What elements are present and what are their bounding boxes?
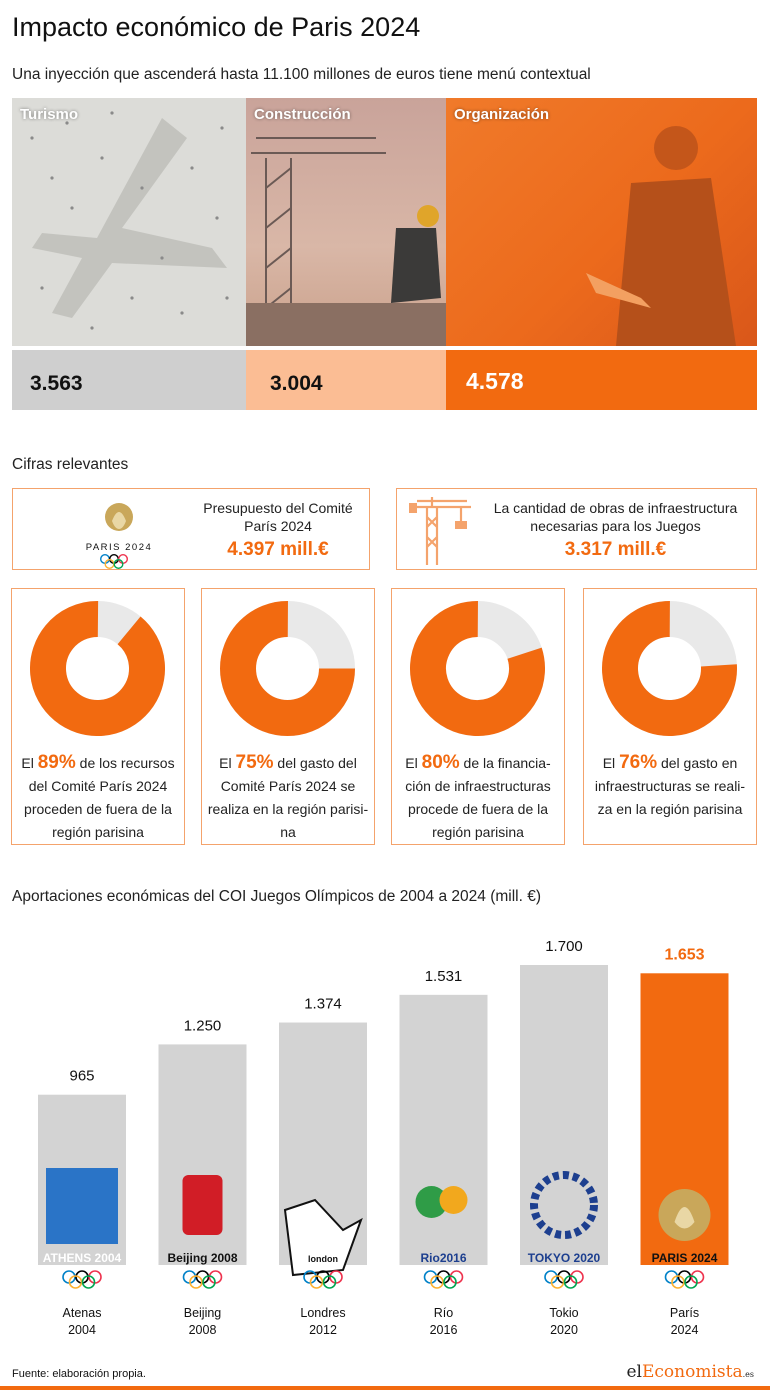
olympic-rings-icon-5 <box>544 1270 584 1289</box>
donut-chart-4 <box>602 601 737 736</box>
category-label-6-line-2: 2024 <box>671 1323 699 1337</box>
donut-card-1: El 89% de los recursos del Comité París … <box>11 588 185 845</box>
olympic-rings-icon-6 <box>664 1270 705 1289</box>
construction-worker-image <box>246 137 446 346</box>
construction-value: 3.004 <box>246 350 446 410</box>
category-label-tourism: Turismo <box>20 106 79 123</box>
infrastructure-text: La cantidad de obras de infraestructura … <box>493 500 738 534</box>
chart-title: Aportaciones económicas del COI Juegos O… <box>12 888 541 905</box>
category-label-3-line-1: Londres <box>300 1306 345 1320</box>
olympic-rings-icon-2 <box>182 1270 223 1289</box>
page-subtitle: Una inyección que ascenderá hasta 11.100… <box>12 66 591 83</box>
games-logo-text-4: Rio2016 <box>420 1251 466 1265</box>
donut-card-4: El 76% del gasto en infraestructuras se … <box>583 588 757 845</box>
page-title: Impacto económico de Paris 2024 <box>12 12 421 42</box>
olympic-rings-icon-1 <box>62 1270 102 1289</box>
donut-percent-2: 75% <box>235 752 274 773</box>
games-logo-text-3: london <box>308 1254 338 1264</box>
budget-text: Presupuesto del Comité París 2024 <box>203 500 353 534</box>
category-label-5-line-1: Tokio <box>549 1306 578 1320</box>
bar-value-label-4: 1.531 <box>425 968 463 985</box>
donut-chart-3 <box>410 601 545 736</box>
budget-value: 4.397 mill.€ <box>227 539 329 560</box>
budget-box: PARIS 2024 Presupuesto del Comité París … <box>12 488 370 570</box>
games-logo-icon-4 <box>415 1186 468 1218</box>
donut-caption-1: El 89% de los recursos del Comité París … <box>21 752 175 840</box>
organization-value: 4.578 <box>446 350 757 410</box>
donut-caption-3: El 80% de la financia-ción de infraestru… <box>405 752 551 840</box>
donut-value-segment <box>30 601 165 736</box>
olympic-rings-icon-3 <box>303 1270 343 1289</box>
section-heading-cifras: Cifras relevantes <box>12 456 129 473</box>
tourism-panel: Turismo <box>12 98 246 346</box>
donut-percent-1: 89% <box>37 752 76 773</box>
category-label-5-line-2: 2020 <box>550 1323 578 1337</box>
category-label-2-line-2: 2008 <box>189 1323 217 1337</box>
category-label-3-line-2: 2012 <box>309 1323 337 1337</box>
games-logo-icon-6 <box>658 1189 711 1241</box>
bar-value-label-2: 1.250 <box>184 1017 222 1034</box>
businessman-image <box>586 126 736 346</box>
logo-text: PARIS 2024 <box>86 542 153 553</box>
category-label-6-line-1: París <box>670 1306 699 1320</box>
category-label-organization: Organización <box>454 106 550 123</box>
donut-caption-2: El 75% del gasto del Comité París 2024 s… <box>207 752 369 840</box>
donut-card-2: El 75% del gasto del Comité París 2024 s… <box>201 588 375 845</box>
tourism-value: 3.563 <box>12 350 246 410</box>
games-logo-icon-3 <box>283 1198 363 1277</box>
donut-chart-2 <box>220 601 355 736</box>
bar-5 <box>520 965 608 1265</box>
infrastructure-box: La cantidad de obras de infraestructura … <box>396 488 757 570</box>
category-label-1-line-1: Atenas <box>63 1306 102 1320</box>
bar-value-label-6: 1.653 <box>664 946 704 963</box>
bar-value-label-5: 1.700 <box>545 938 583 955</box>
airplane-shadow-image <box>30 111 229 330</box>
games-logo-icon-5 <box>530 1171 598 1239</box>
donut-card-3: El 80% de la financia-ción de infraestru… <box>391 588 565 845</box>
infrastructure-value: 3.317 mill.€ <box>564 539 667 560</box>
footer-accent-line <box>0 1386 770 1390</box>
brand-logo: elEconomista.es <box>626 1362 755 1382</box>
donut-percent-4: 76% <box>619 752 658 773</box>
donut-value-segment <box>220 601 355 736</box>
donut-caption-4: El 76% del gasto en infraestructuras se … <box>594 752 746 817</box>
donut-percent-3: 80% <box>421 752 460 773</box>
games-logo-text-2: Beijing 2008 <box>167 1251 237 1265</box>
construction-panel: Construcción <box>246 98 446 346</box>
games-logo-icon-2 <box>182 1175 223 1235</box>
bar-value-label-3: 1.374 <box>304 996 342 1013</box>
category-label-2-line-1: Beijing <box>184 1306 222 1320</box>
games-logo-text-1: ATHENS 2004 <box>43 1251 122 1265</box>
games-logo-text-5: TOKYO 2020 <box>528 1251 601 1265</box>
category-label-1-line-2: 2004 <box>68 1323 96 1337</box>
category-label-4-line-2: 2016 <box>430 1323 458 1337</box>
organization-panel: Organización <box>446 98 757 346</box>
bar-value-label-1: 965 <box>69 1068 94 1085</box>
olympic-rings-icon-4 <box>423 1270 464 1289</box>
bar-4 <box>399 994 488 1265</box>
paris-2024-logo-icon: PARIS 2024 <box>86 503 153 569</box>
donut-chart-1 <box>30 601 165 736</box>
games-logo-text-6: PARIS 2024 <box>652 1251 718 1265</box>
crane-icon <box>409 497 471 565</box>
category-label-4-line-1: Río <box>434 1306 454 1320</box>
source-note: Fuente: elaboración propia. <box>12 1368 146 1380</box>
category-label-construction: Construcción <box>254 106 351 123</box>
donut-value-segment <box>410 601 545 736</box>
bar-chart: 965 ATHENS 2004 Atenas 2004 1.250 Beijing 200… <box>38 938 729 1337</box>
games-logo-icon-1 <box>46 1168 118 1244</box>
